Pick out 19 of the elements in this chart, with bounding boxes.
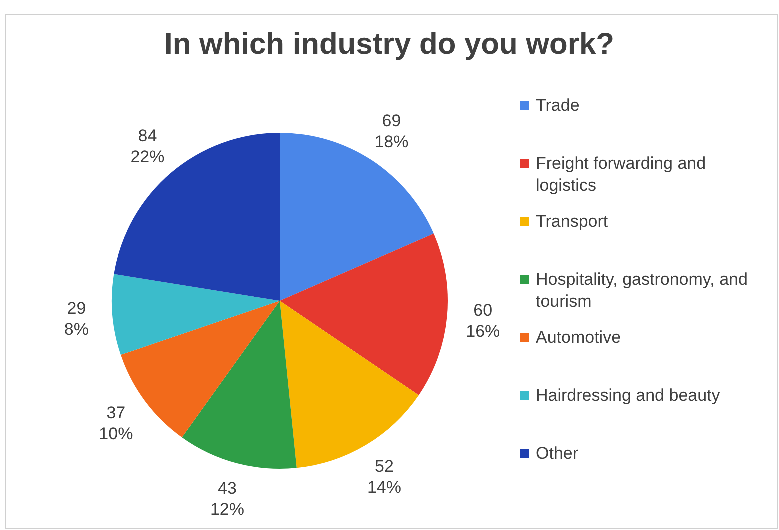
chart-title: In which industry do you work? — [163, 28, 616, 62]
data-label: 37 10% — [99, 403, 134, 444]
pie-slice — [280, 234, 448, 396]
legend-label: Transport — [536, 211, 608, 233]
legend-label: Hospitality, gastronomy, and tourism — [536, 269, 749, 313]
pie-slice — [182, 301, 297, 469]
data-label: 60 16% — [466, 300, 500, 340]
data-label: 69 18% — [374, 110, 409, 151]
pie-slice — [280, 133, 434, 301]
data-label: 84 22% — [130, 126, 165, 166]
data-label: 43 12% — [210, 478, 244, 519]
legend-label: Other — [536, 443, 579, 465]
data-label: 29 8% — [64, 298, 90, 339]
pie-slice — [112, 274, 280, 356]
data-label: 52 14% — [367, 456, 402, 497]
legend-label: Freight forwarding and logistics — [536, 153, 708, 197]
legend-label: Trade — [536, 95, 580, 117]
legend-label: Automotive — [536, 327, 622, 349]
legend-label: Hairdressing and beauty — [536, 385, 720, 407]
